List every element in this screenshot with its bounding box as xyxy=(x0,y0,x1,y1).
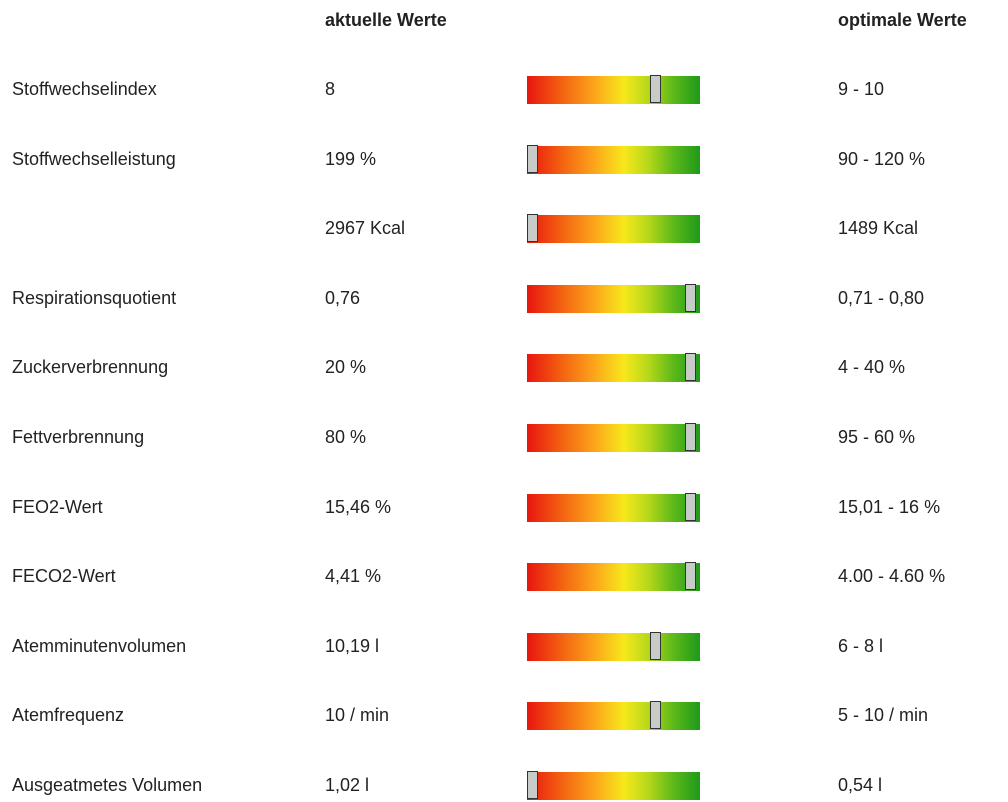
current-cell: 2967 Kcal xyxy=(325,218,406,239)
current-cell: 80 % xyxy=(325,427,367,447)
header-optimal: optimale Werte xyxy=(838,10,967,30)
gauge xyxy=(527,701,700,731)
table-row: Atemfrequenz 10 / min 5 - 10 / min xyxy=(0,701,1008,732)
gauge xyxy=(527,144,700,174)
gauge-marker xyxy=(685,283,696,312)
label-cell: Atemfrequenz xyxy=(12,705,125,726)
optimal-cell: 4.00 - 4.60 % xyxy=(838,566,946,587)
current-cell: 199 % xyxy=(325,148,377,169)
label-cell: Atemminutenvolumen xyxy=(12,635,187,656)
table-row: FECO2-Wert 4,41 % 4.00 - 4.60 % xyxy=(0,562,1008,593)
gauge xyxy=(527,631,700,661)
gauge xyxy=(527,423,700,452)
current-cell: 8 xyxy=(325,79,336,99)
current-cell: 1,02 l xyxy=(325,775,370,795)
gauge-marker xyxy=(527,214,538,243)
gauge xyxy=(527,75,700,104)
optimal-cell: 9 - 10 xyxy=(838,79,885,99)
current-cell: 20 % xyxy=(325,357,367,378)
current-cell: 10,19 l xyxy=(325,635,380,656)
label-cell: Fettverbrennung xyxy=(12,427,145,447)
gauge xyxy=(527,214,700,244)
gauge-marker xyxy=(527,144,538,173)
gauge xyxy=(527,562,700,592)
optimal-cell: 15,01 - 16 % xyxy=(838,496,941,517)
table-row: FEO2-Wert 15,46 % 15,01 - 16 % xyxy=(0,492,1008,524)
table-row: Stoffwechselleistung 199 % 90 - 120 % xyxy=(0,144,1008,176)
optimal-cell: 90 - 120 % xyxy=(838,148,926,169)
gauge-marker xyxy=(650,701,661,730)
table-row: Stoffwechselindex 8 9 - 10 xyxy=(0,75,1008,106)
optimal-cell: 95 - 60 % xyxy=(838,427,916,447)
table-row: 2967 Kcal 1489 Kcal xyxy=(0,214,1008,245)
gauge-marker xyxy=(685,562,696,591)
current-cell: 15,46 % xyxy=(325,496,392,517)
gauge-marker xyxy=(685,423,696,451)
optimal-cell: 0,54 l xyxy=(838,775,883,795)
gauge xyxy=(527,283,700,313)
optimal-cell: 6 - 8 l xyxy=(838,635,884,656)
label-cell: FECO2-Wert xyxy=(12,566,116,587)
label-cell: Respirationsquotient xyxy=(12,287,177,308)
label-cell: Stoffwechselindex xyxy=(12,79,157,99)
header-current: aktuelle Werte xyxy=(325,10,447,30)
optimal-cell: 5 - 10 / min xyxy=(838,705,929,726)
label-cell: Zuckerverbrennung xyxy=(12,357,169,378)
label-cell: FEO2-Wert xyxy=(12,496,103,517)
label-cell: Ausgeatmetes Volumen xyxy=(12,775,203,795)
table-row: Zuckerverbrennung 20 % 4 - 40 % xyxy=(0,353,1008,384)
table-row: Atemminutenvolumen 10,19 l 6 - 8 l xyxy=(0,631,1008,663)
table-row: Respirationsquotient 0,76 0,71 - 0,80 xyxy=(0,283,1008,315)
optimal-cell: 1489 Kcal xyxy=(838,218,919,239)
gauge-marker xyxy=(685,492,696,521)
gauge-marker xyxy=(527,771,538,799)
table-row: Ausgeatmetes Volumen 1,02 l 0,54 l xyxy=(0,771,1008,802)
gauge-marker xyxy=(685,353,696,382)
gauge xyxy=(527,771,700,800)
current-cell: 4,41 % xyxy=(325,566,382,587)
table-row: Fettverbrennung 80 % 95 - 60 % xyxy=(0,423,1008,454)
optimal-cell: 4 - 40 % xyxy=(838,357,906,378)
optimal-cell: 0,71 - 0,80 xyxy=(838,287,925,308)
gauge xyxy=(527,492,700,522)
gauge xyxy=(527,353,700,383)
label-cell: Stoffwechselleistung xyxy=(12,148,176,169)
current-cell: 0,76 xyxy=(325,287,361,308)
gauge-marker xyxy=(650,631,661,660)
current-cell: 10 / min xyxy=(325,705,390,726)
gauge-marker xyxy=(650,75,661,103)
